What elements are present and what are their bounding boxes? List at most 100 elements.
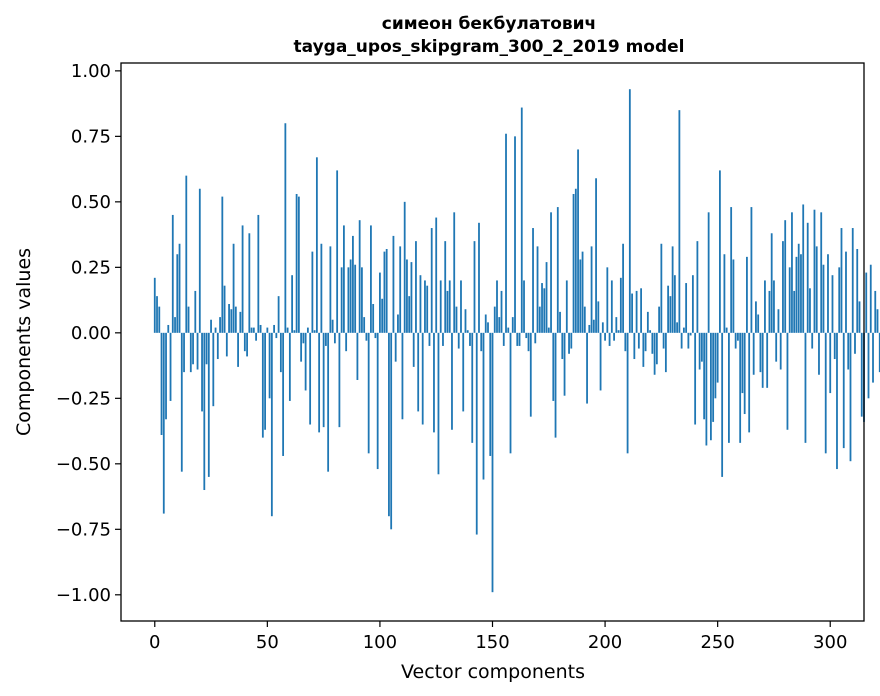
bar-component-103 [385,249,388,333]
bar-component-15 [187,306,190,333]
bar-component-119 [421,332,424,425]
y-axis-ticks: −1.00 −0.75 −0.50 −0.25 0.00 0.25 0.50 0.75 1.00 [56,61,121,606]
bar-component-243 [700,332,703,362]
x-tick-label: 200 [588,632,622,653]
bar-component-133 [453,212,456,333]
bar-component-281 [786,332,789,430]
bar-component-94 [365,332,368,341]
bar-component-226 [662,332,665,349]
bar-component-117 [417,332,420,412]
bar-component-131 [448,280,451,333]
bar-component-134 [455,306,458,333]
bar-component-304 [838,267,841,333]
x-axis-label: Vector components [401,661,585,683]
bar-component-113 [408,296,411,333]
bar-component-217 [642,332,645,367]
bar-component-64 [297,196,300,333]
bar-component-295 [818,332,820,375]
bar-component-254 [725,327,728,333]
bar-component-132 [451,332,453,430]
bar-component-170 [536,246,539,333]
bar-component-110 [401,332,404,420]
bar-component-317 [867,332,870,399]
bar-component-187 [574,188,577,333]
bar-component-318 [869,264,872,333]
bar-component-229 [669,296,672,333]
bar-component-151 [493,306,496,333]
bar-component-85 [345,332,348,352]
bar-component-53 [273,324,275,333]
bar-component-148 [487,322,489,333]
bar-component-208 [622,243,624,333]
bar-component-1 [156,296,158,333]
bar-component-188 [577,149,579,333]
bar-component-100 [379,272,381,333]
bar-component-223 [655,332,658,365]
bar-component-146 [482,332,485,480]
bar-component-175 [547,327,550,333]
bar-component-191 [583,306,586,333]
bar-component-98 [374,332,377,339]
bar-component-228 [667,285,670,333]
bar-component-233 [678,110,681,333]
x-tick-label: 250 [700,632,734,653]
bar-component-90 [356,332,359,380]
bar-component-7 [169,332,172,401]
bar-component-22 [203,332,206,491]
bar-component-195 [592,319,595,333]
bar-component-56 [279,332,282,373]
bar-component-122 [428,332,431,346]
bar-component-219 [646,311,649,333]
bar-component-200 [604,332,606,341]
bar-component-30 [221,196,224,333]
bar-component-155 [502,332,505,346]
bar-component-263 [746,256,748,333]
bar-component-161 [516,332,519,346]
bar-component-300 [829,332,832,394]
bar-component-194 [590,246,593,333]
bar-component-180 [559,311,561,333]
bar-component-322 [878,332,880,373]
bar-component-277 [777,309,780,333]
bar-component-88 [352,235,354,333]
bar-component-145 [480,332,483,352]
bar-component-278 [779,332,782,370]
y-tick-label: −1.00 [56,585,111,606]
bar-component-279 [782,241,784,333]
y-tick-label: 1.00 [71,61,111,82]
bar-component-267 [755,301,757,333]
bar-component-42 [248,233,251,333]
bar-component-66 [302,332,305,344]
bar-component-209 [624,332,627,352]
bar-component-41 [246,332,248,357]
bar-component-25 [210,319,212,333]
bar-component-116 [415,241,417,333]
bar-component-3 [160,332,163,435]
bar-component-252 [721,332,724,477]
bar-component-156 [505,133,507,333]
bar-component-23 [205,332,208,365]
bar-component-237 [687,332,690,349]
bar-component-69 [309,332,312,425]
bar-component-72 [315,157,318,333]
bar-component-26 [212,332,215,407]
bar-component-270 [761,332,764,388]
bar-component-171 [538,306,541,333]
bar-component-251 [719,170,721,333]
bar-component-259 [737,332,739,341]
y-axis-label: Components values [13,248,35,436]
bar-component-166 [527,332,530,352]
bar-component-287 [800,254,802,333]
bar-component-231 [673,275,676,333]
bar-component-129 [444,241,447,333]
bar-component-206 [617,330,620,333]
bar-component-189 [579,259,582,333]
bar-component-181 [561,332,564,360]
bar-component-50 [266,327,269,333]
bar-component-260 [739,332,742,443]
bar-component-169 [534,332,537,344]
bar-component-199 [601,322,604,333]
bar-component-6 [167,324,170,333]
bar-component-104 [388,332,390,517]
